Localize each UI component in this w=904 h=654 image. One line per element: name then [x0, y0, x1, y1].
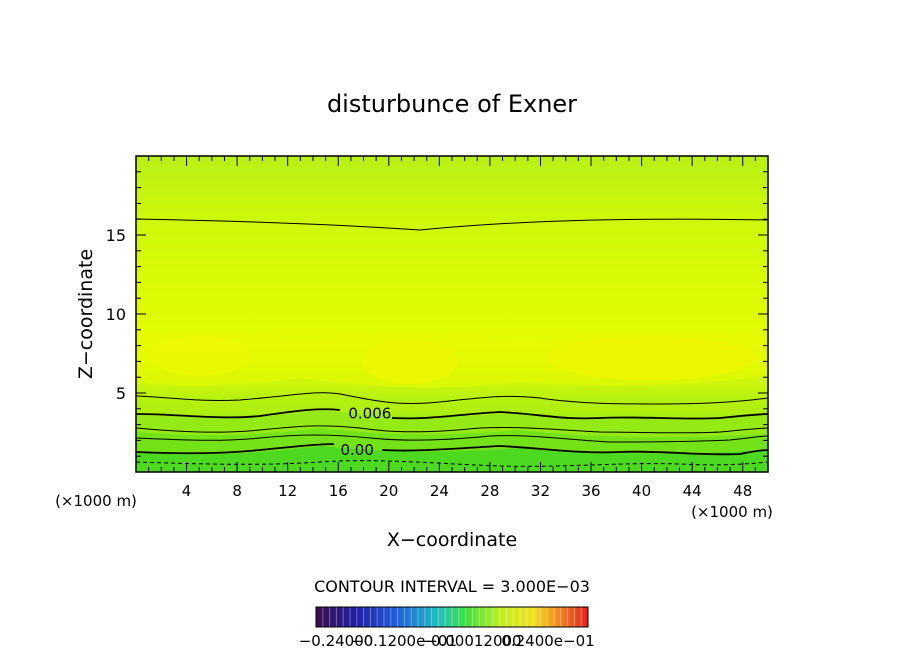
x-unit-right: (×1000 m) — [691, 503, 773, 521]
band-d — [136, 446, 768, 472]
y-tick-label: 10 — [106, 305, 126, 324]
colorbar — [315, 606, 589, 628]
contour-line-1 — [136, 392, 768, 405]
x-axis-label: X−coordinate — [387, 529, 517, 551]
colorbar-label: 0.2400e−01 — [501, 632, 594, 650]
colorbar-ticks — [322, 607, 582, 627]
contour-interval-text: CONTOUR INTERVAL = 3.000E−03 — [314, 577, 590, 596]
y-tick-label: 15 — [106, 226, 126, 245]
contour-line-3 — [136, 425, 768, 434]
x-tick-label: 44 — [683, 482, 702, 500]
x-tick-label: 20 — [379, 482, 398, 500]
x-tick-label: 4 — [182, 482, 192, 500]
x-axis-ticks: 4 8 12 16 20 24 28 32 36 40 44 48 — [148, 156, 756, 500]
colorbar-label: −0.00012000 — [418, 632, 521, 650]
contour-line-4 — [136, 434, 768, 443]
colorbar-fill — [316, 607, 588, 627]
x-tick-label: 16 — [329, 482, 348, 500]
x-tick-label: 12 — [278, 482, 297, 500]
y-axis-ticks: 5 10 15 — [106, 171, 768, 457]
contour-label: 0.006 — [348, 405, 391, 423]
contour-label: 0.00 — [340, 441, 373, 459]
x-tick-label: 40 — [632, 482, 651, 500]
y-tick-label: 5 — [116, 384, 126, 403]
contour-line-upper — [136, 218, 768, 231]
colorbar-label: −0.1200e−01 — [351, 632, 457, 650]
colorbar-label: −0.24000 — [299, 632, 374, 650]
x-tick-label: 28 — [480, 482, 499, 500]
chart-title: disturbunce of Exner — [327, 90, 577, 118]
x-tick-label: 8 — [232, 482, 242, 500]
x-tick-label: 48 — [733, 482, 752, 500]
x-tick-label: 32 — [531, 482, 550, 500]
x-tick-label: 36 — [581, 482, 600, 500]
contour-line-000 — [136, 443, 768, 456]
contour-line-006 — [136, 408, 768, 420]
contour-field — [136, 156, 768, 472]
y-axis-label: Z−coordinate — [75, 249, 97, 379]
max-band — [136, 329, 768, 388]
x-tick-label: 24 — [430, 482, 449, 500]
colorbar-frame — [315, 606, 589, 628]
x-unit-left: (×1000 m) — [55, 492, 137, 510]
